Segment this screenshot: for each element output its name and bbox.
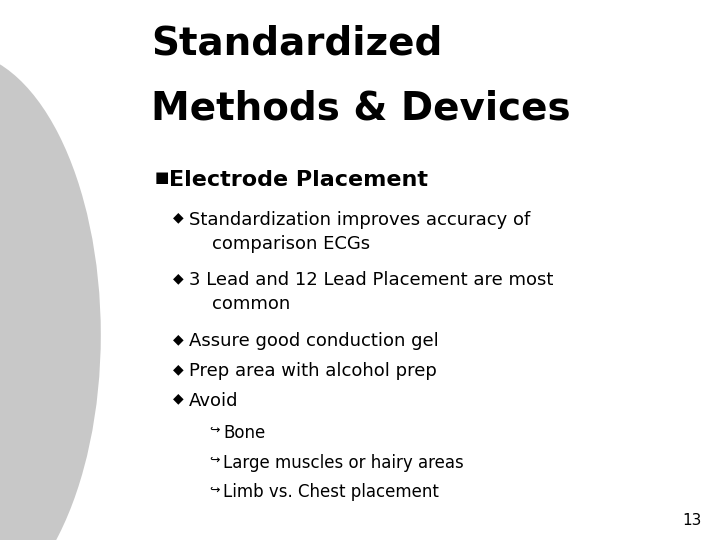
- Text: Prep area with alcohol prep: Prep area with alcohol prep: [189, 362, 436, 380]
- Text: ↪: ↪: [209, 454, 220, 467]
- Text: common: common: [189, 295, 290, 313]
- Text: Standardization improves accuracy of: Standardization improves accuracy of: [189, 211, 530, 228]
- Text: Standardized: Standardized: [151, 24, 443, 62]
- Text: 13: 13: [683, 513, 702, 528]
- Text: ◆: ◆: [173, 332, 184, 346]
- Text: Electrode Placement: Electrode Placement: [169, 170, 428, 190]
- Text: Bone: Bone: [223, 424, 266, 442]
- Text: Avoid: Avoid: [189, 392, 238, 409]
- Text: ↪: ↪: [209, 424, 220, 437]
- Text: Methods & Devices: Methods & Devices: [151, 89, 571, 127]
- Text: Limb vs. Chest placement: Limb vs. Chest placement: [223, 483, 439, 501]
- Text: ◆: ◆: [173, 271, 184, 285]
- Text: Large muscles or hairy areas: Large muscles or hairy areas: [223, 454, 464, 471]
- Text: Assure good conduction gel: Assure good conduction gel: [189, 332, 438, 350]
- Text: ◆: ◆: [173, 392, 184, 406]
- Text: comparison ECGs: comparison ECGs: [189, 235, 370, 253]
- Text: ◆: ◆: [173, 211, 184, 225]
- Text: ◆: ◆: [173, 362, 184, 376]
- Text: ■: ■: [155, 170, 169, 185]
- Text: ↪: ↪: [209, 483, 220, 496]
- Ellipse shape: [0, 51, 101, 540]
- Text: 3 Lead and 12 Lead Placement are most: 3 Lead and 12 Lead Placement are most: [189, 271, 553, 289]
